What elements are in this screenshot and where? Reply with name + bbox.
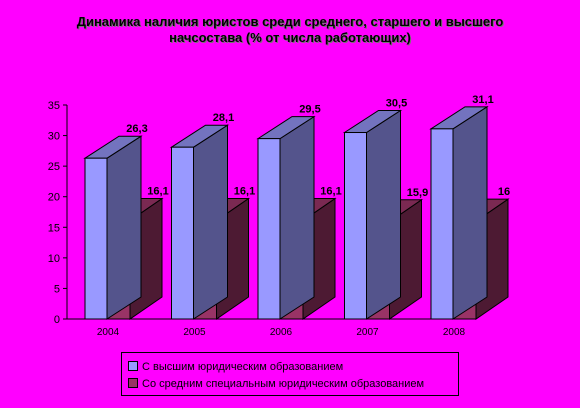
chart-title: Динамика наличия юристов среди среднего,… [76, 14, 504, 45]
bar-higher [257, 138, 281, 320]
y-tick-label: 0 [54, 314, 60, 326]
bar-side-higher [452, 105, 488, 320]
y-tick-label: 10 [48, 253, 60, 265]
data-label-higher: 31,1 [472, 94, 493, 106]
chart-legend: С высшим юридическим образованием Со сре… [121, 352, 459, 396]
bar-side-higher [279, 115, 315, 320]
data-label-secondary: 16,1 [320, 186, 341, 198]
legend-swatch-secondary [128, 378, 138, 389]
y-tick-label: 30 [48, 131, 60, 143]
data-label-secondary: 16 [498, 186, 510, 198]
bar-higher [430, 128, 454, 320]
data-label-secondary: 15,9 [407, 187, 428, 199]
bar-higher [344, 132, 367, 320]
bar-higher [84, 157, 108, 320]
y-tick-label: 5 [54, 283, 60, 295]
bar-side-higher [106, 135, 142, 320]
y-tick-label: 35 [48, 100, 60, 112]
data-label-higher: 28,1 [213, 112, 234, 124]
x-tick-label: 2005 [183, 327, 206, 338]
data-label-higher: 30,5 [386, 98, 407, 110]
legend-swatch-higher [128, 361, 138, 372]
y-tick-label: 25 [48, 161, 60, 173]
bar-higher [171, 146, 194, 320]
x-tick-label: 2004 [97, 327, 120, 338]
y-tick-label: 20 [48, 192, 60, 204]
data-label-secondary: 16,1 [147, 186, 168, 198]
legend-entry-higher: С высшим юридическим образованием [128, 360, 343, 374]
legend-label-secondary: Со средним специальным юридическим образ… [142, 378, 425, 390]
legend-label-higher: С высшим юридическим образованием [142, 361, 344, 373]
data-label-secondary: 16,1 [234, 186, 255, 198]
legend-entry-secondary: Со средним специальным юридическим образ… [128, 377, 424, 391]
x-tick-label: 2008 [443, 327, 466, 338]
data-label-higher: 29,5 [299, 104, 320, 116]
bar-side-higher [366, 109, 401, 320]
bar-side-higher [193, 124, 228, 320]
y-tick-label: 15 [48, 222, 60, 234]
x-tick-label: 2007 [356, 327, 379, 338]
data-label-higher: 26,3 [126, 123, 147, 135]
x-tick-label: 2006 [270, 327, 293, 338]
